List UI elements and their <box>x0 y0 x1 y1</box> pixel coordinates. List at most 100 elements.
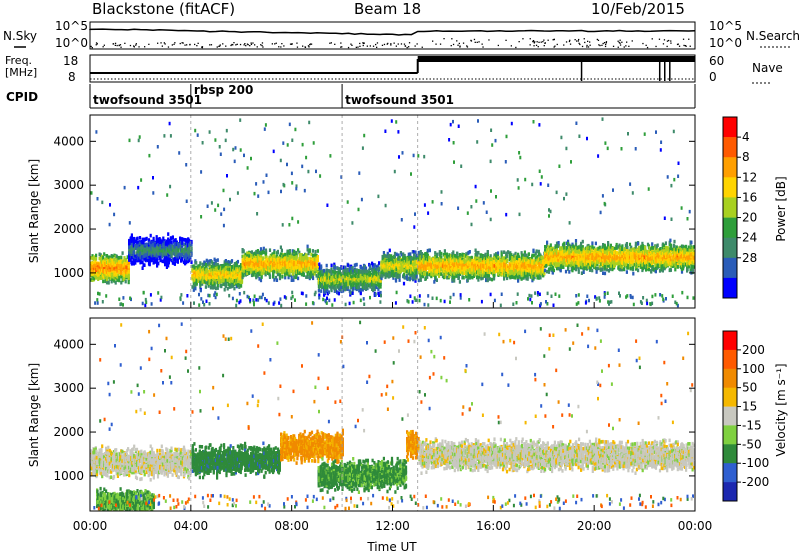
scatter-cell <box>278 273 282 277</box>
search-noise-point <box>621 41 623 43</box>
search-noise-point <box>235 44 237 46</box>
scatter-cell <box>323 268 326 273</box>
scatter-cell <box>244 273 247 277</box>
scatter-cell <box>288 268 291 273</box>
search-noise-point <box>247 44 249 46</box>
scatter-cell <box>256 256 259 260</box>
scatter-cell <box>220 266 223 270</box>
scatter-cell <box>238 273 241 278</box>
scatter-cell <box>157 253 160 258</box>
scatter-cell <box>107 281 110 285</box>
scatter-cell <box>170 240 173 244</box>
scatter-cell <box>216 286 219 290</box>
scatter-cell <box>255 258 258 262</box>
scatter-cell <box>320 266 323 270</box>
scatter-cell <box>104 269 107 273</box>
scatter-cell <box>277 261 280 266</box>
scatter-cell <box>298 271 301 276</box>
search-noise-point <box>556 43 558 46</box>
scatter-cell <box>93 276 96 281</box>
scatter-cell <box>232 284 235 288</box>
scatter-cell <box>113 279 116 283</box>
scatter-cell <box>347 280 350 284</box>
scatter-cell <box>195 274 198 279</box>
scatter-cell <box>224 273 227 278</box>
search-noise-point <box>197 42 199 44</box>
scatter-cell <box>359 282 362 287</box>
scatter-cell <box>310 275 313 279</box>
scatter-cell <box>357 281 360 285</box>
search-noise-point <box>670 42 672 44</box>
search-noise-point <box>245 45 247 47</box>
scatter-cell <box>91 261 94 265</box>
scatter-cell <box>381 266 384 271</box>
scatter-cell <box>104 270 107 275</box>
scatter-cell <box>250 270 253 274</box>
search-noise-point <box>458 42 460 45</box>
search-noise-point <box>174 42 176 44</box>
scatter-cell <box>143 246 146 251</box>
scatter-cell <box>232 264 235 269</box>
scatter-cell <box>174 244 177 249</box>
search-noise-point <box>369 45 371 47</box>
scatter-cell <box>236 268 239 273</box>
search-noise-point <box>604 45 607 48</box>
scatter-cell <box>328 285 332 289</box>
scatter-cell <box>109 276 112 280</box>
scatter-cell <box>379 290 382 295</box>
scatter-cell <box>281 275 284 279</box>
scatter-cell <box>298 253 301 257</box>
scatter-cell <box>152 239 155 243</box>
scatter-cell <box>154 260 157 264</box>
search-noise-point <box>196 45 198 47</box>
scatter-cell <box>235 274 238 278</box>
scatter-cell <box>325 289 328 293</box>
search-noise-point <box>626 41 628 43</box>
scatter-cell <box>265 257 268 262</box>
scatter-cell <box>258 258 261 263</box>
scatter-cell <box>244 252 247 257</box>
search-noise-point <box>256 46 258 48</box>
scatter-cell <box>297 265 300 270</box>
scatter-cell <box>350 266 353 270</box>
scatter-cell <box>214 286 217 291</box>
search-noise-point <box>578 38 580 41</box>
scatter-cell <box>248 267 251 272</box>
scatter-cell <box>284 252 287 257</box>
scatter-cell <box>230 265 234 269</box>
scatter-cell <box>361 277 364 282</box>
scatter-cell <box>305 275 308 279</box>
sky-noise-trace <box>89 28 696 36</box>
scatter-cell <box>246 254 249 258</box>
scatter-cell <box>120 255 123 260</box>
scatter-cell <box>298 256 301 261</box>
search-noise-point <box>262 46 264 48</box>
scatter-cell <box>255 265 258 269</box>
scatter-cell <box>123 277 126 282</box>
scatter-cell <box>255 273 258 278</box>
search-noise-point <box>184 44 186 46</box>
search-noise-point <box>605 42 607 44</box>
search-noise-point <box>459 46 461 48</box>
scatter-cell <box>327 272 331 277</box>
search-noise-point <box>617 46 619 48</box>
scatter-cell <box>310 270 313 275</box>
scatter-cell <box>377 264 380 268</box>
scatter-cell <box>194 283 197 287</box>
scatter-cell <box>235 261 238 265</box>
scatter-cell <box>139 242 142 246</box>
search-noise-point <box>568 40 571 43</box>
scatter-cell <box>308 249 311 253</box>
scatter-cell <box>298 259 301 263</box>
scatter-cell <box>118 275 121 280</box>
search-noise-point <box>421 46 423 48</box>
scatter-cell <box>297 260 300 265</box>
search-noise-point <box>586 44 588 47</box>
scatter-cell <box>269 257 272 261</box>
scatter-cell <box>358 269 361 273</box>
search-noise-point <box>182 42 184 44</box>
search-noise-point <box>309 43 312 45</box>
scatter-cell <box>393 273 396 277</box>
